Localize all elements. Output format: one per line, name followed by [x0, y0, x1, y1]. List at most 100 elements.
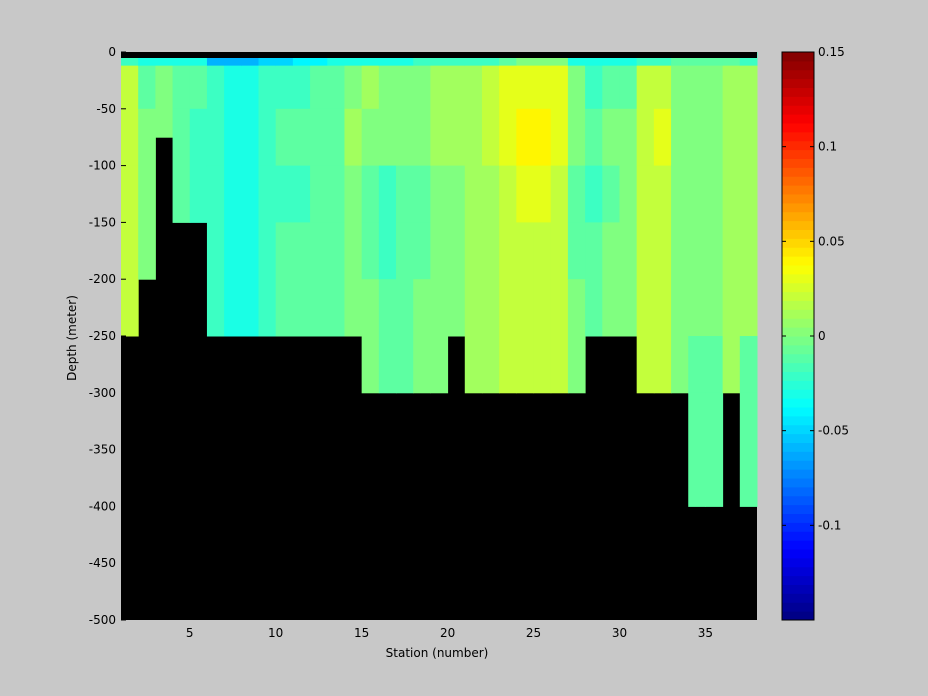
colorbar-swatch — [782, 380, 814, 390]
x-tick-label: 30 — [612, 626, 627, 640]
heatmap-cell — [481, 65, 500, 110]
heatmap-cell — [602, 65, 620, 110]
colorbar-tick-label: 0.05 — [818, 234, 845, 248]
heatmap-cell — [464, 108, 483, 167]
heatmap-cell — [722, 65, 741, 110]
heatmap-cell — [189, 65, 208, 110]
heatmap-cell — [138, 65, 156, 110]
heatmap-cell — [636, 279, 655, 394]
heatmap-cell — [206, 165, 225, 223]
colorbar-swatch — [782, 69, 814, 80]
heatmap-cell — [292, 222, 311, 337]
y-tick-label: -400 — [89, 499, 116, 513]
colorbar-swatch — [782, 575, 814, 585]
colorbar-swatch — [782, 300, 814, 310]
y-tick-label: -100 — [89, 159, 116, 173]
colorbar-swatch — [782, 415, 814, 426]
heatmap-cell — [705, 392, 724, 507]
heatmap-cell — [688, 108, 706, 167]
heatmap-cell — [688, 279, 706, 337]
heatmap-cell — [327, 222, 345, 337]
colorbar-swatch — [782, 202, 814, 213]
heatmap-cell — [602, 222, 620, 337]
heatmap-cell — [275, 108, 294, 167]
heatmap-cell — [739, 336, 758, 394]
heatmap-cell — [155, 65, 174, 138]
colorbar-swatch — [782, 451, 814, 461]
heatmap-cell — [499, 279, 517, 394]
heatmap-cell — [516, 108, 535, 167]
colorbar-swatch — [782, 602, 814, 612]
heatmap-cell — [447, 65, 466, 110]
heatmap-cell — [258, 165, 277, 223]
heatmap-cell — [292, 108, 311, 167]
heatmap-cell — [585, 165, 603, 223]
heatmap-cell — [533, 279, 552, 394]
colorbar-swatch — [782, 282, 814, 293]
heatmap-cell — [258, 65, 277, 110]
heatmap-cell — [224, 222, 242, 337]
heatmap-cell — [481, 165, 500, 223]
heatmap-cell — [722, 222, 741, 280]
colorbar-swatch — [782, 469, 814, 479]
colorbar-swatch — [782, 549, 814, 559]
colorbar-ticks: 0.15 0.1 0.05 0 -0.05 -0.1 — [782, 45, 849, 532]
heatmap-cell — [567, 108, 586, 167]
colorbar-swatch — [782, 557, 814, 568]
colorbar-swatch — [782, 194, 814, 204]
colorbar-swatch — [782, 344, 814, 355]
heatmap-cell — [206, 108, 225, 167]
x-tick-label: 15 — [354, 626, 369, 640]
colorbar-swatch — [782, 256, 814, 266]
colorbar-swatch — [782, 318, 814, 328]
heatmap-cell — [619, 165, 638, 223]
heatmap-cell — [121, 65, 139, 110]
heatmap-cell — [688, 65, 706, 110]
colorbar-swatch — [782, 265, 814, 275]
heatmap-cell — [413, 165, 431, 223]
colorbar-swatch — [782, 149, 814, 159]
colorbar-swatch — [782, 389, 814, 399]
colorbar — [781, 51, 815, 621]
heatmap-cell — [241, 108, 260, 167]
heatmap-cell — [688, 222, 706, 280]
heatmap-cell — [567, 279, 586, 394]
heatmap-cell — [499, 65, 517, 110]
heatmap-cell — [636, 222, 655, 280]
heatmap-cell — [739, 65, 758, 110]
colorbar-swatch — [782, 593, 814, 603]
colorbar-swatch — [782, 566, 814, 577]
heatmap-cell — [516, 222, 535, 280]
heatmap-cell — [396, 165, 414, 223]
heatmap-cell — [172, 108, 191, 223]
y-tick-label: -300 — [89, 386, 116, 400]
heatmap-cell — [396, 279, 414, 394]
colorbar-swatch — [782, 105, 814, 115]
colorbar-tick-label: -0.05 — [818, 424, 849, 438]
heatmap-cell — [533, 165, 552, 223]
heatmap-cell — [550, 165, 569, 223]
heatmap-cell — [550, 222, 569, 280]
y-axis-label: Depth (meter) — [65, 295, 79, 381]
heatmap-cell — [464, 65, 483, 110]
heatmap-cell — [516, 165, 535, 223]
colorbar-swatch — [782, 176, 814, 186]
y-tick-label: -450 — [89, 556, 116, 570]
heatmap-cell — [224, 165, 242, 223]
colorbar-swatch — [782, 424, 814, 435]
colorbar-swatch — [782, 584, 814, 594]
heatmap-cell — [224, 65, 242, 110]
colorbar-swatch — [782, 513, 814, 523]
colorbar-swatch — [782, 96, 814, 106]
heatmap-cell — [138, 108, 156, 280]
colorbar-swatch — [782, 327, 814, 337]
colorbar-swatch — [782, 486, 814, 497]
heatmap-cell — [739, 108, 758, 167]
heatmap-cell — [413, 65, 431, 110]
heatmap-cell — [413, 222, 431, 280]
y-tick-label: -150 — [89, 215, 116, 229]
heatmap-cell — [292, 65, 311, 110]
colorbar-swatch — [782, 398, 814, 408]
heatmap-cell — [499, 165, 517, 223]
